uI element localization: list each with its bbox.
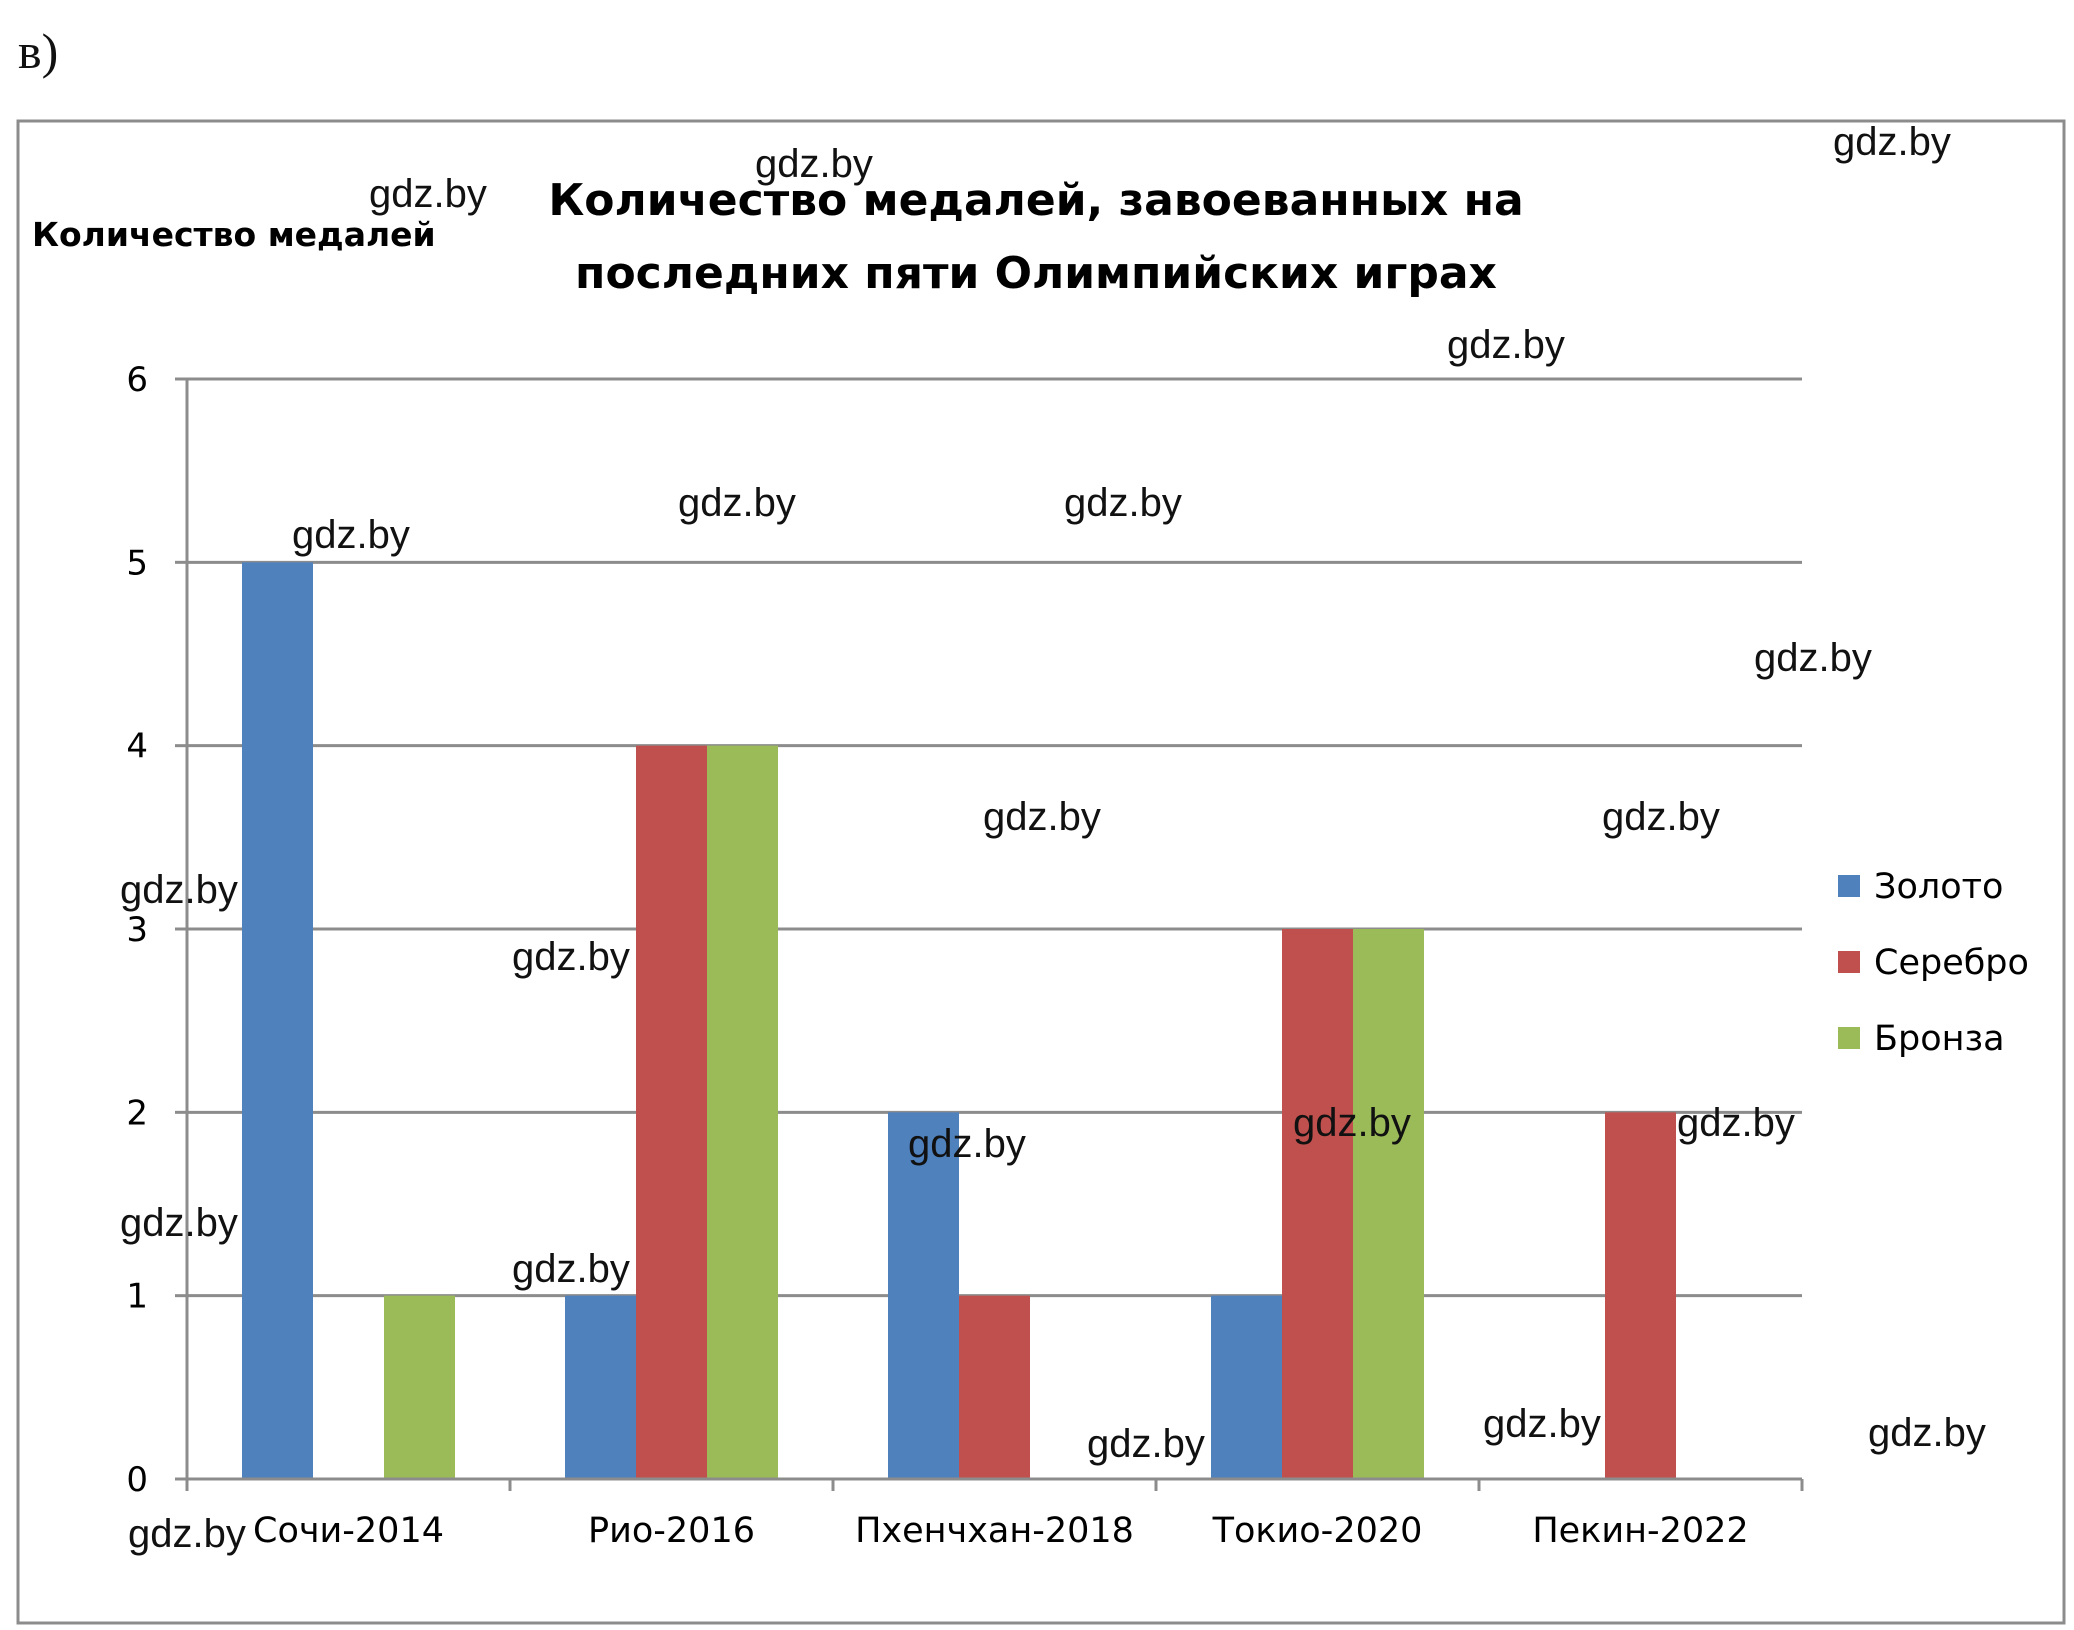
x-tick-label: Пхенчхан-2018 <box>855 1511 1134 1551</box>
watermarks: gdz.by gdz.by gdz.by gdz.by gdz.by gdz.by gdz.… <box>120 120 1986 1556</box>
legend-swatch <box>1838 1027 1860 1049</box>
axes <box>185 379 1802 1481</box>
watermark-text: gdz.by <box>1447 323 1565 367</box>
watermark-text: gdz.by <box>1868 1411 1986 1455</box>
bar-3-4 <box>1353 929 1424 1479</box>
watermark-text: gdz.by <box>678 481 796 525</box>
bar-2-3 <box>959 1295 1030 1479</box>
bar-1-2 <box>565 1295 636 1479</box>
x-axis-ticks: Сочи-2014 Рио-2016 Пхенчхан-2018 Токио-2020… <box>185 1479 1804 1551</box>
y-tick-label: 1 <box>126 1277 148 1317</box>
watermark-text: gdz.by <box>983 795 1101 839</box>
legend-swatch <box>1838 951 1860 973</box>
watermark-text: gdz.by <box>1833 120 1951 164</box>
figure-label: в) <box>18 23 59 79</box>
y-tick-label: 4 <box>126 727 148 767</box>
legend-label: Бронза <box>1874 1019 2005 1059</box>
legend: Золото Серебро Бронза <box>1838 867 2029 1059</box>
watermark-text: gdz.by <box>1087 1422 1205 1466</box>
chart-frame <box>16 119 2066 1625</box>
y-tick-label: 0 <box>126 1460 148 1500</box>
watermark-text: gdz.by <box>1064 481 1182 525</box>
bars <box>242 562 1676 1479</box>
watermark-text: gdz.by <box>1754 636 1872 680</box>
chart-title-line-1: Количество медалей, завоеванных на <box>548 175 1523 226</box>
legend-swatch <box>1838 875 1860 897</box>
watermark-text: gdz.by <box>292 513 410 557</box>
x-tick-label: Токио-2020 <box>1212 1511 1423 1551</box>
watermark-text: gdz.by <box>1602 795 1720 839</box>
y-tick-label: 6 <box>126 360 148 400</box>
y-axis-label: Количество медалей <box>32 215 436 254</box>
y-tick-label: 2 <box>126 1093 148 1133</box>
watermark-text: gdz.by <box>755 142 873 186</box>
watermark-text: gdz.by <box>1677 1101 1795 1145</box>
watermark-text: gdz.by <box>1483 1402 1601 1446</box>
x-tick-label: Пекин-2022 <box>1532 1511 1748 1551</box>
bar-1-1 <box>242 562 313 1479</box>
y-axis-ticks: 0 1 2 3 4 5 6 <box>126 360 187 1500</box>
bar-2-2 <box>636 745 707 1479</box>
bar-2-5 <box>1605 1112 1676 1479</box>
watermark-text: gdz.by <box>369 172 487 216</box>
watermark-text: gdz.by <box>120 868 238 912</box>
y-tick-label: 3 <box>126 910 148 950</box>
chart-title: Количество медалей, завоеванных на после… <box>548 175 1523 299</box>
watermark-text: gdz.by <box>512 1247 630 1291</box>
bar-3-2 <box>707 745 778 1479</box>
bar-3-1 <box>384 1295 455 1479</box>
watermark-text: gdz.by <box>908 1122 1026 1166</box>
watermark-text: gdz.by <box>1293 1101 1411 1145</box>
legend-label: Серебро <box>1874 943 2029 983</box>
y-tick-label: 5 <box>126 543 148 583</box>
legend-label: Золото <box>1874 867 2003 907</box>
x-tick-label: Рио-2016 <box>588 1511 755 1551</box>
bar-1-4 <box>1211 1295 1282 1479</box>
bar-2-4 <box>1282 929 1353 1479</box>
x-tick-label: Сочи-2014 <box>253 1511 444 1551</box>
chart-title-line-2: последних пяти Олимпийских играх <box>575 248 1497 299</box>
bar-1-3 <box>888 1112 959 1479</box>
gridlines <box>187 377 1802 1298</box>
watermark-text: gdz.by <box>120 1201 238 1245</box>
watermark-text: gdz.by <box>128 1512 246 1556</box>
watermark-text: gdz.by <box>512 935 630 979</box>
